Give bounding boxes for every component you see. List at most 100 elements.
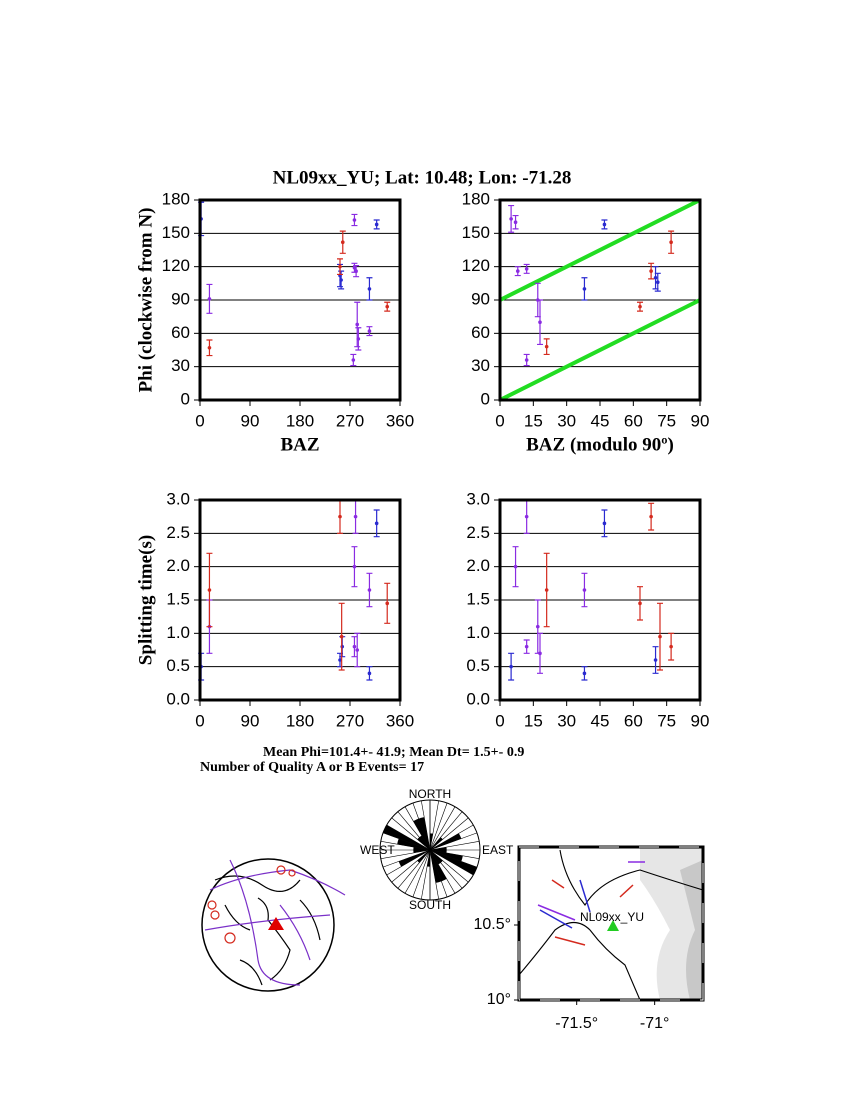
title: NL09xx_YU; Lat: 10.48; Lon: -71.28 bbox=[273, 167, 572, 188]
rose-spoke bbox=[429, 849, 474, 876]
rose-label: NORTH bbox=[409, 787, 451, 801]
rose-wedge bbox=[413, 818, 430, 850]
x-tick-label: 180 bbox=[286, 711, 314, 730]
rose-spoke bbox=[429, 824, 474, 851]
data-point bbox=[352, 218, 357, 222]
data-point bbox=[353, 514, 358, 519]
x-tick-label: 60 bbox=[624, 411, 643, 430]
rose-spoke bbox=[429, 800, 439, 851]
data-point bbox=[355, 648, 360, 652]
y-tick-label: 2.0 bbox=[466, 556, 490, 575]
data-point bbox=[338, 514, 342, 519]
x-axis-label: BAZ bbox=[280, 434, 319, 455]
data-point bbox=[367, 329, 372, 333]
data-point bbox=[638, 601, 642, 606]
plot-frame bbox=[498, 498, 702, 702]
data-point bbox=[340, 240, 345, 245]
rose-wedge bbox=[417, 837, 430, 850]
x-tick-label: 30 bbox=[557, 411, 576, 430]
y-tick-label: 30 bbox=[471, 356, 490, 375]
x-tick-label: 0 bbox=[495, 711, 504, 730]
data-point bbox=[338, 658, 342, 662]
data-point bbox=[207, 588, 212, 592]
rose-spoke bbox=[412, 849, 431, 898]
data-point bbox=[339, 634, 344, 639]
data-point bbox=[538, 320, 542, 325]
y-tick-label: 90 bbox=[171, 289, 190, 308]
globe bbox=[201, 858, 346, 992]
data-point bbox=[524, 267, 529, 271]
data-point bbox=[669, 644, 673, 649]
data-point bbox=[535, 624, 540, 629]
data-point bbox=[385, 601, 390, 606]
y-tick-label: 2.0 bbox=[166, 556, 190, 575]
data-point bbox=[367, 287, 372, 291]
y-tick-label: 1.0 bbox=[466, 623, 490, 642]
rose-wedge bbox=[430, 833, 462, 850]
y-tick-label: 90 bbox=[471, 289, 490, 308]
x-tick-label: 90 bbox=[691, 411, 710, 430]
rose-spoke bbox=[386, 824, 431, 851]
rose-spoke bbox=[429, 849, 469, 883]
rose-spoke bbox=[404, 806, 431, 851]
y-tick-label: 3.0 bbox=[166, 489, 190, 508]
y-tick-label: 0.5 bbox=[166, 656, 190, 675]
data-point bbox=[513, 564, 518, 569]
rose-spoke bbox=[386, 849, 431, 876]
data-point bbox=[638, 304, 642, 309]
map-x-tick-label: -71° bbox=[640, 1015, 670, 1032]
plot-frame bbox=[198, 498, 402, 702]
rose-wedge bbox=[430, 850, 477, 875]
data-point bbox=[352, 644, 357, 649]
y-tick-label: 0.0 bbox=[466, 689, 490, 708]
station-marker bbox=[607, 920, 619, 931]
rose-wedge bbox=[383, 825, 430, 850]
reference-line bbox=[499, 298, 701, 402]
y-tick-label: 2.5 bbox=[166, 523, 190, 542]
data-point bbox=[582, 287, 587, 291]
rose-spoke bbox=[421, 800, 431, 851]
rose-wedge bbox=[430, 837, 443, 850]
rose-spoke bbox=[429, 841, 480, 851]
plot-frame bbox=[498, 198, 702, 402]
x-tick-label: 90 bbox=[241, 411, 260, 430]
y-tick-label: 0.0 bbox=[166, 689, 190, 708]
rose-spoke bbox=[412, 802, 431, 851]
data-point bbox=[649, 269, 653, 273]
rose-spoke bbox=[391, 817, 431, 851]
data-point bbox=[658, 634, 662, 639]
x-tick-label: 270 bbox=[336, 711, 364, 730]
x-tick-label: 75 bbox=[657, 411, 676, 430]
data-point bbox=[385, 304, 390, 309]
data-point bbox=[509, 217, 513, 221]
rose-spoke bbox=[397, 849, 431, 889]
rose-spoke bbox=[397, 811, 431, 851]
x-tick-label: 180 bbox=[286, 411, 314, 430]
rose-spoke bbox=[429, 849, 463, 889]
rose-spoke bbox=[429, 817, 469, 851]
data-point bbox=[655, 280, 660, 285]
map: NL09xx_YU bbox=[517, 845, 705, 1002]
data-point bbox=[538, 651, 542, 656]
x-tick-label: 30 bbox=[557, 711, 576, 730]
data-point bbox=[352, 564, 357, 569]
rose-spoke bbox=[382, 849, 431, 868]
x-tick-label: 15 bbox=[524, 711, 543, 730]
y-tick-label: 30 bbox=[171, 356, 190, 375]
data-point bbox=[602, 521, 607, 526]
data-point bbox=[602, 222, 607, 227]
x-tick-label: 0 bbox=[195, 711, 204, 730]
rose-spoke bbox=[429, 806, 456, 851]
map-x-tick-label: -71.5° bbox=[555, 1015, 598, 1032]
y-tick-label: 1.5 bbox=[166, 589, 190, 608]
x-tick-label: 270 bbox=[336, 411, 364, 430]
x-tick-label: 90 bbox=[691, 711, 710, 730]
y-axis-label: Splitting time(s) bbox=[135, 535, 156, 665]
data-point bbox=[509, 664, 513, 669]
reference-line bbox=[499, 198, 701, 302]
rose-spoke bbox=[421, 849, 431, 900]
data-point bbox=[513, 220, 518, 225]
x-tick-label: 15 bbox=[524, 411, 543, 430]
x-axis-label: BAZ (modulo 90º) bbox=[526, 434, 674, 455]
